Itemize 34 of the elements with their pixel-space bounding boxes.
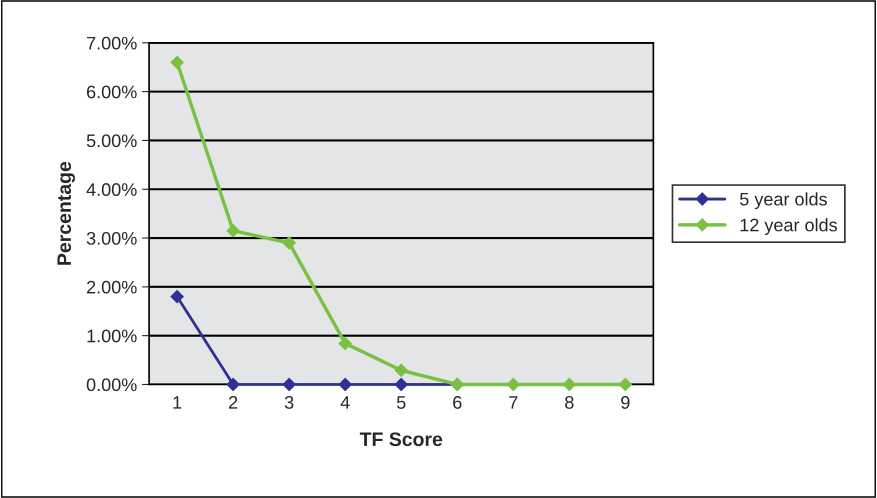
point xyxy=(394,364,408,377)
legend-label: 5 year olds xyxy=(740,192,827,210)
point xyxy=(506,378,520,392)
y-tick-label: 1.00% xyxy=(87,330,137,342)
x-tick-label: 9 xyxy=(621,396,630,409)
y-tick-label: 2.00% xyxy=(87,280,137,294)
x-tick-label: 7 xyxy=(509,396,518,409)
y-tick-label: 4.00% xyxy=(86,183,137,196)
point xyxy=(170,290,184,304)
point xyxy=(170,56,184,69)
x-tick-label: 8 xyxy=(565,396,574,409)
point xyxy=(618,378,632,392)
x-tick-label: 4 xyxy=(340,396,350,409)
point xyxy=(226,378,240,392)
x-tick-label: 2 xyxy=(229,396,238,409)
point xyxy=(282,378,296,392)
y-tick-label: 3.00% xyxy=(86,232,137,245)
y-tick-label: 5.00% xyxy=(86,134,137,148)
x-tick-label: 3 xyxy=(284,396,294,409)
point xyxy=(226,224,240,238)
point xyxy=(282,236,296,250)
point xyxy=(394,378,408,392)
y-tick-label: 6.00% xyxy=(87,86,137,98)
point xyxy=(562,378,576,392)
x-tick-label: 5 xyxy=(396,396,406,409)
x-tick-label: 6 xyxy=(453,396,462,409)
point xyxy=(338,336,352,350)
y-tick-label: 0.00% xyxy=(86,378,137,392)
x-tick-label: 1 xyxy=(173,396,182,409)
y-axis-title: Percentage xyxy=(57,162,75,265)
y-tick-label: 7.00% xyxy=(87,36,137,50)
x-axis-title: TF Score xyxy=(360,432,442,446)
legend-label: 12 year olds xyxy=(740,218,837,235)
point xyxy=(338,378,352,392)
